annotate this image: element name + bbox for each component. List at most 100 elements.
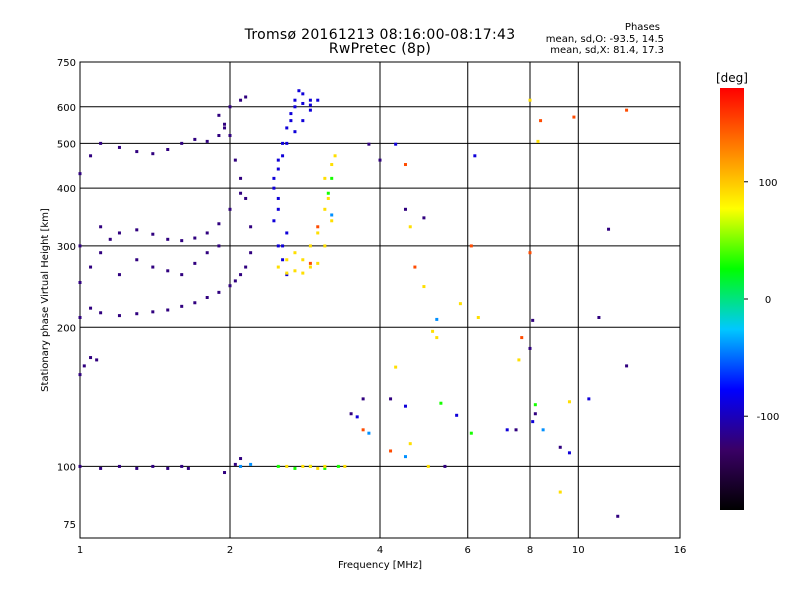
data-point <box>180 239 184 243</box>
data-point <box>239 273 243 277</box>
data-point <box>78 464 82 468</box>
data-point <box>558 490 562 494</box>
data-point <box>293 251 297 255</box>
data-point <box>249 225 253 229</box>
data-point <box>135 228 139 232</box>
data-point <box>205 139 209 143</box>
data-point <box>533 403 537 407</box>
x-tick-label: 8 <box>527 545 533 556</box>
data-point <box>597 315 601 319</box>
data-point <box>228 134 232 138</box>
data-point <box>293 130 297 134</box>
data-point <box>587 397 591 401</box>
data-point <box>520 336 524 340</box>
data-point <box>389 449 393 453</box>
data-point <box>403 404 407 408</box>
data-point <box>539 119 543 123</box>
data-point <box>422 216 426 220</box>
stats-heading: Phases <box>624 22 660 33</box>
data-point <box>228 207 232 211</box>
data-point <box>443 464 447 468</box>
data-point <box>217 290 221 294</box>
data-point <box>78 373 82 377</box>
data-point <box>308 103 312 107</box>
data-point <box>293 466 297 470</box>
data-point <box>435 317 439 321</box>
data-point <box>285 126 289 130</box>
data-point <box>435 336 439 340</box>
data-point <box>117 314 121 318</box>
data-point <box>458 302 462 306</box>
data-point <box>205 296 209 300</box>
data-point <box>193 137 197 141</box>
data-point <box>473 154 477 158</box>
data-point <box>316 261 320 265</box>
data-point <box>533 412 537 416</box>
data-point <box>323 244 327 248</box>
data-point <box>355 415 359 419</box>
data-point <box>297 89 301 93</box>
data-point <box>151 464 155 468</box>
data-point <box>135 150 139 154</box>
data-point <box>193 261 197 265</box>
data-point <box>276 265 280 269</box>
data-point <box>99 311 103 315</box>
x-tick-label: 2 <box>227 545 233 556</box>
data-point <box>233 158 237 162</box>
y-tick-label: 300 <box>57 242 76 253</box>
data-point <box>151 310 155 314</box>
data-point <box>276 244 280 248</box>
colorbar-tick-label: 0 <box>765 295 771 306</box>
data-point <box>301 92 305 96</box>
data-point <box>186 466 190 470</box>
y-tick-label: 750 <box>57 58 76 69</box>
data-point <box>249 251 253 255</box>
data-point <box>180 273 184 277</box>
data-point <box>517 358 521 362</box>
data-point <box>180 141 184 145</box>
data-point <box>285 258 289 262</box>
data-point <box>316 231 320 235</box>
data-point <box>528 251 532 255</box>
data-point <box>308 464 312 468</box>
data-point <box>323 176 327 180</box>
x-tick-label: 4 <box>377 545 383 556</box>
data-point <box>330 213 334 217</box>
data-point <box>308 261 312 265</box>
data-point <box>389 397 393 401</box>
data-point <box>625 364 629 368</box>
data-point <box>244 95 248 99</box>
data-point <box>367 431 371 435</box>
data-point <box>301 119 305 123</box>
chart-subtitle: RwPretec (8p) <box>328 41 432 57</box>
data-point <box>166 466 170 470</box>
data-point <box>531 318 535 322</box>
data-point <box>276 158 280 162</box>
data-point <box>607 227 611 231</box>
data-point <box>78 172 82 176</box>
data-point <box>233 462 237 466</box>
data-point <box>301 101 305 105</box>
data-point <box>78 244 82 248</box>
data-point <box>422 285 426 289</box>
data-point <box>505 428 509 432</box>
data-point <box>276 207 280 211</box>
data-point <box>333 154 337 158</box>
data-point <box>89 306 93 310</box>
y-tick-label: 600 <box>57 103 76 114</box>
data-point <box>285 231 289 235</box>
data-point <box>528 346 532 350</box>
data-point <box>293 105 297 109</box>
data-point <box>135 466 139 470</box>
data-point <box>239 191 243 195</box>
x-tick-label: 1 <box>77 545 83 556</box>
data-point <box>117 231 121 235</box>
data-point <box>326 196 330 200</box>
data-point <box>117 145 121 149</box>
data-point <box>99 466 103 470</box>
data-point <box>249 462 253 466</box>
data-point <box>289 112 293 116</box>
data-point <box>276 464 280 468</box>
data-point <box>625 108 629 112</box>
